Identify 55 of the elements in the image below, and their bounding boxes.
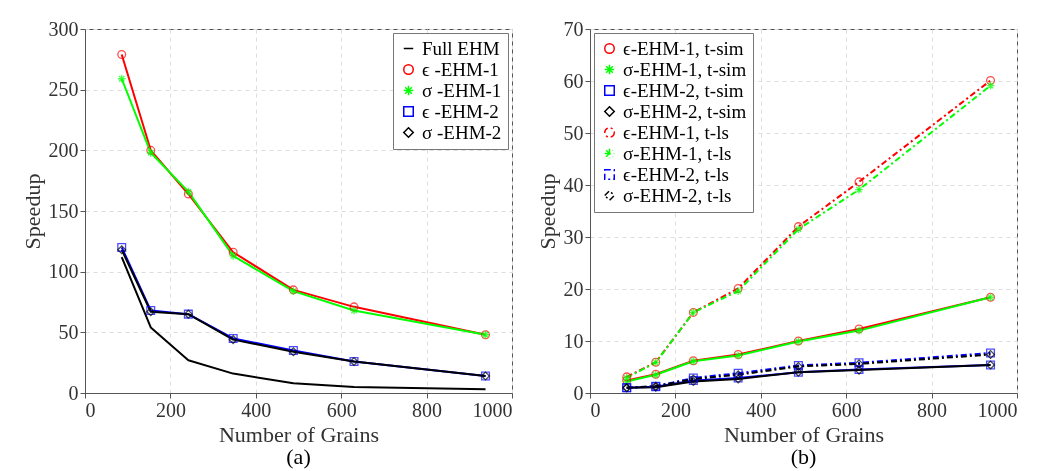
legend-label: σ -EHM-2: [422, 121, 502, 143]
point: [228, 247, 238, 257]
y-tick-label: 150: [48, 199, 79, 222]
y-tick-label: 30: [563, 225, 584, 248]
x-tick-label: 1000: [472, 398, 513, 421]
y-tick-label: 0: [68, 381, 79, 404]
point: [986, 81, 996, 91]
point: [117, 74, 127, 84]
legend-label: ϵ -EHM-2: [422, 100, 499, 122]
x-tick-label: 200: [155, 398, 186, 421]
y-tick-label: 40: [563, 173, 584, 196]
point: [117, 49, 127, 59]
point: [854, 185, 864, 195]
y-axis-title: Speedup: [19, 173, 45, 250]
y-tick-label: 200: [48, 138, 79, 161]
x-tick-label: 0: [590, 398, 601, 421]
point: [349, 305, 359, 316]
legend-label: σ-EHM-1, t-sim: [623, 58, 747, 80]
y-axis-title: Speedup: [534, 173, 560, 250]
legend-label: σ-EHM-1, t-ls: [623, 142, 732, 164]
point: [228, 251, 238, 261]
legend-label: ϵ-EHM-2, t-sim: [623, 79, 744, 101]
point: [986, 75, 996, 85]
y-tick-label: 300: [48, 17, 79, 40]
y-tick-label: 60: [563, 69, 584, 92]
x-tick-label: 800: [412, 398, 443, 421]
y-tick-label: 10: [563, 329, 584, 352]
y-tick-label: 20: [563, 277, 584, 300]
x-tick-label: 600: [831, 398, 862, 421]
x-axis-title: Number of Grains: [723, 421, 885, 447]
y-tick-label: 250: [48, 78, 79, 101]
x-tick-label: 400: [746, 398, 777, 421]
text: (b): [790, 444, 817, 469]
x-tick-label: 1000: [977, 398, 1018, 421]
legend-label: Full EHM: [422, 37, 500, 59]
legend-label: ϵ-EHM-2, t-ls: [623, 163, 729, 185]
y-tick-label: 100: [48, 260, 79, 283]
x-axis-title: Number of Grains: [218, 421, 380, 447]
point: [854, 177, 864, 187]
x-tick-label: 800: [917, 398, 948, 421]
text: (a): [286, 444, 311, 469]
y-tick-label: 50: [58, 320, 79, 343]
x-tick-label: 200: [660, 398, 691, 421]
y-tick-label: 70: [563, 17, 584, 40]
x-tick-label: 600: [326, 398, 357, 421]
legend-label: ϵ-EHM-1, t-ls: [623, 121, 729, 143]
legend-label: ϵ -EHM-1: [422, 58, 499, 80]
y-tick-label: 50: [563, 121, 584, 144]
legend-label: ϵ-EHM-1, t-sim: [623, 37, 744, 59]
legend-label: σ -EHM-1: [422, 79, 502, 101]
x-tick-label: 400: [241, 398, 272, 421]
y-tick-label: 0: [573, 381, 584, 404]
legend-label: σ-EHM-2, t-ls: [623, 184, 732, 206]
x-tick-label: 0: [85, 398, 96, 421]
legend-label: σ-EHM-2, t-sim: [623, 100, 747, 122]
